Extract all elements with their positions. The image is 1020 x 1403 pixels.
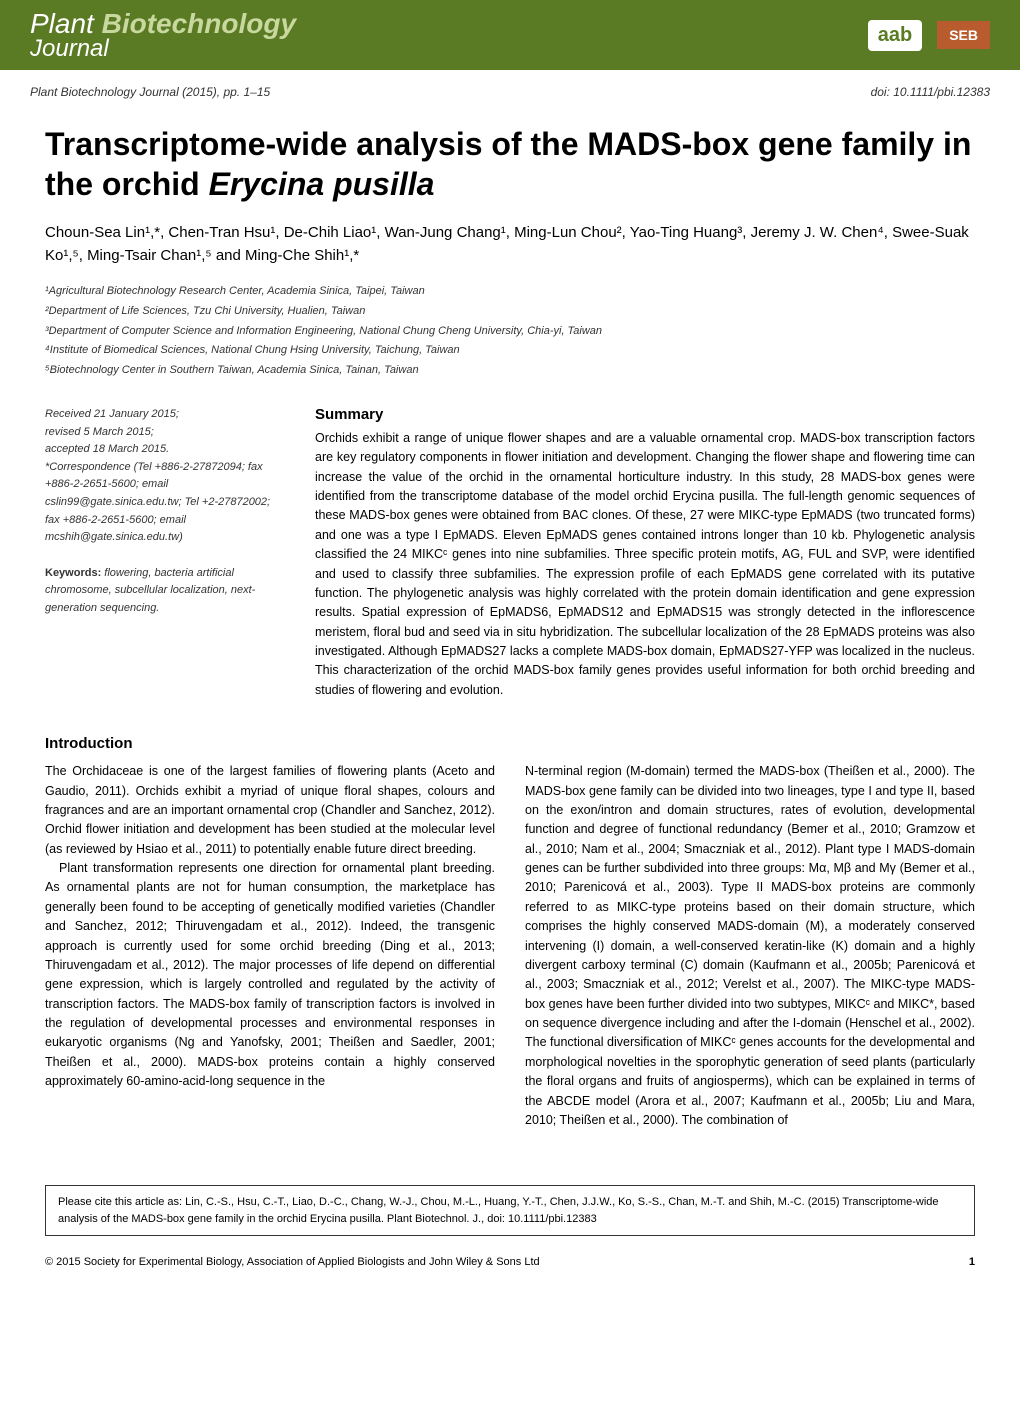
journal-header: Plant Biotechnology Journal aab SEB: [0, 0, 1020, 70]
meta-row: Plant Biotechnology Journal (2015), pp. …: [0, 70, 1020, 124]
affiliations: ¹Agricultural Biotechnology Research Cen…: [45, 282, 975, 381]
article-title: Transcriptome-wide analysis of the MADS-…: [45, 124, 975, 204]
journal-name-plant: Plant: [30, 8, 94, 39]
summary-section: Received 21 January 2015; revised 5 Marc…: [45, 406, 975, 700]
citation-box: Please cite this article as: Lin, C.-S.,…: [45, 1185, 975, 1236]
footer: © 2015 Society for Experimental Biology,…: [0, 1256, 1020, 1288]
affiliation-2: ²Department of Life Sciences, Tzu Chi Un…: [45, 302, 975, 322]
accepted-line: accepted 18 March 2015.: [45, 441, 285, 459]
correspondence: *Correspondence (Tel +886-2-27872094; fa…: [45, 459, 285, 547]
intro-p2: Plant transformation represents one dire…: [45, 859, 495, 1092]
seb-badge-text: SEB: [949, 27, 978, 43]
revised-line: revised 5 March 2015;: [45, 424, 285, 442]
summary-block: Summary Orchids exhibit a range of uniqu…: [315, 406, 975, 700]
body-columns: The Orchidaceae is one of the largest fa…: [45, 762, 975, 1130]
body-col-left: The Orchidaceae is one of the largest fa…: [45, 762, 495, 1130]
received-dates: Received 21 January 2015; revised 5 Marc…: [45, 406, 285, 547]
affiliation-4: ⁴Institute of Biomedical Sciences, Natio…: [45, 341, 975, 361]
affiliation-3: ³Department of Computer Science and Info…: [45, 322, 975, 342]
title-species: Erycina pusilla: [209, 166, 435, 202]
journal-logo: Plant Biotechnology Journal: [30, 8, 296, 63]
copyright: © 2015 Society for Experimental Biology,…: [45, 1256, 540, 1268]
keywords-label: Keywords:: [45, 567, 101, 579]
intro-p1: The Orchidaceae is one of the largest fa…: [45, 762, 495, 859]
article-meta-left: Received 21 January 2015; revised 5 Marc…: [45, 406, 285, 700]
aab-badge-text: aab: [868, 20, 922, 51]
summary-heading: Summary: [315, 406, 975, 423]
doi: doi: 10.1111/pbi.12383: [871, 85, 990, 99]
keywords-block: Keywords: flowering, bacteria artificial…: [45, 565, 285, 618]
authors: Choun-Sea Lin¹,*, Chen-Tran Hsu¹, De-Chi…: [45, 222, 975, 267]
seb-badge: SEB: [937, 21, 990, 49]
received-line: Received 21 January 2015;: [45, 406, 285, 424]
journal-name-bio: Biotechnology: [94, 8, 296, 39]
page-number: 1: [969, 1256, 975, 1268]
summary-text: Orchids exhibit a range of unique flower…: [315, 429, 975, 700]
affiliation-1: ¹Agricultural Biotechnology Research Cen…: [45, 282, 975, 302]
introduction-heading: Introduction: [45, 735, 975, 752]
title-main: Transcriptome-wide analysis of the MADS-…: [45, 126, 971, 202]
intro-p3: N-terminal region (M-domain) termed the …: [525, 762, 975, 1130]
affiliation-5: ⁵Biotechnology Center in Southern Taiwan…: [45, 361, 975, 381]
aab-badge: aab: [868, 20, 922, 51]
publisher-badges: aab SEB: [868, 20, 990, 51]
body-col-right: N-terminal region (M-domain) termed the …: [525, 762, 975, 1130]
journal-citation: Plant Biotechnology Journal (2015), pp. …: [30, 85, 270, 99]
